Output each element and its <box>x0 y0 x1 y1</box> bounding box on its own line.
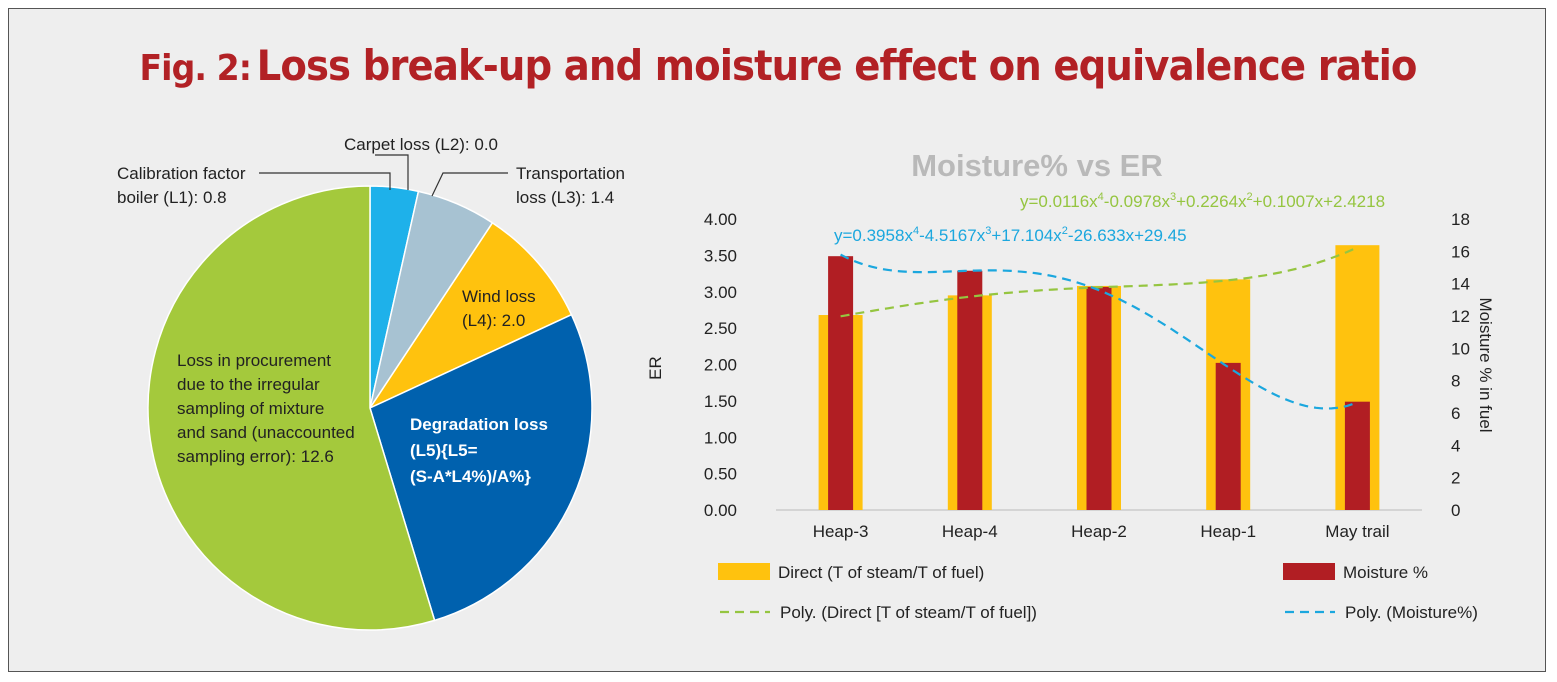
figure-title: Fig. 2: Loss break-up and moisture effect… <box>71 41 1486 90</box>
figure-title-text: Loss break-up and moisture effect on equ… <box>256 41 1418 90</box>
figure-number: Fig. 2: <box>139 48 252 89</box>
figure-frame: Fig. 2: Loss break-up and moisture effect… <box>8 8 1546 672</box>
